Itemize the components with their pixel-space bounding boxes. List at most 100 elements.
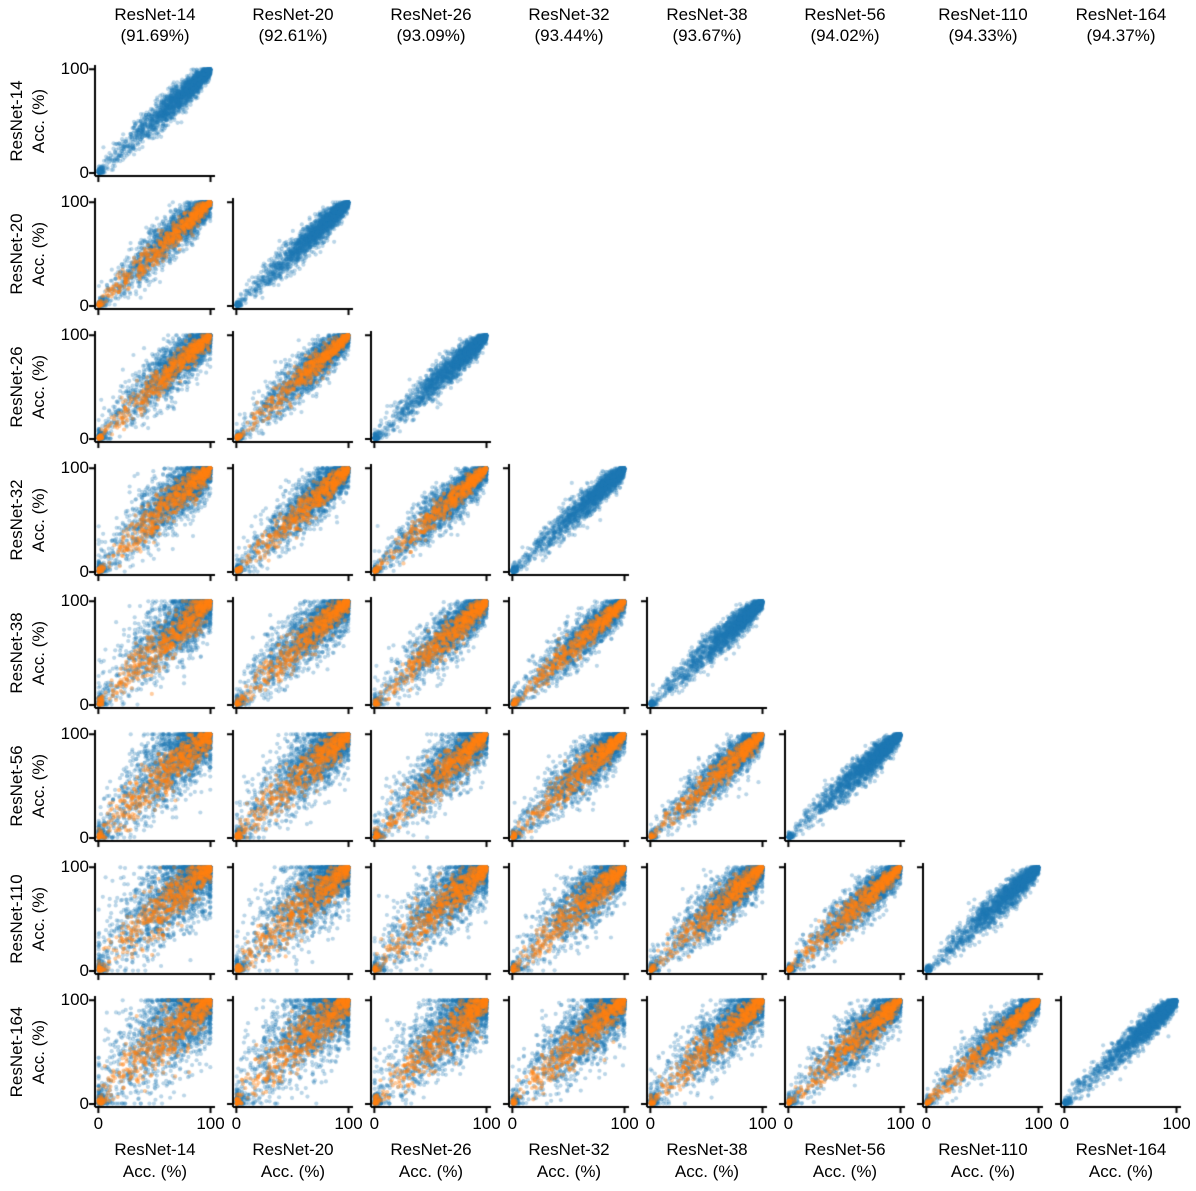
scatter-panel-resnet-14-vs-resnet-14 [85,59,229,186]
y-tick-label-100: 100 [60,325,89,345]
column-header: ResNet-164 (94.37%) [1046,4,1196,46]
x-tick-label-100: 100 [1024,1114,1053,1133]
scatter-panel-resnet-110-vs-resnet-110 [913,857,1057,984]
scatter-panel-resnet-20-vs-resnet-14 [85,192,229,319]
x-tick-label-100: 100 [886,1114,915,1133]
y-tick-label-0: 0 [79,960,89,980]
y-tick-label-0: 0 [79,827,89,847]
scatter-panel-resnet-26-vs-resnet-26 [361,325,505,452]
scatter-panel-resnet-164-vs-resnet-26 [361,990,505,1117]
column-header: ResNet-26 (93.09%) [356,4,506,46]
y-tick-label-0: 0 [79,561,89,581]
column-header-name: ResNet-14 [114,5,196,24]
x-axis-title-unit: Acc. (%) [536,1162,602,1181]
column-header-name: ResNet-20 [252,5,334,24]
x-tick-label-0: 0 [369,1114,380,1133]
y-tick-label-100: 100 [60,591,89,611]
x-axis-title-name: ResNet-56 [804,1140,886,1159]
x-tick-label-100: 100 [196,1114,225,1133]
scatter-panel-resnet-56-vs-resnet-20 [223,724,367,851]
column-header-accuracy: (92.61%) [258,26,328,45]
column-header-accuracy: (93.09%) [396,26,466,45]
x-axis-title: ResNet-20 Acc. (%) [218,1139,368,1183]
x-axis-title: ResNet-110 Acc. (%) [908,1139,1058,1183]
scatter-panel-resnet-38-vs-resnet-14 [85,591,229,718]
y-tick-label-0: 0 [79,162,89,182]
x-axis-title-name: ResNet-14 [114,1140,196,1159]
x-axis-title-name: ResNet-20 [252,1140,334,1159]
x-axis-title: ResNet-56 Acc. (%) [770,1139,920,1183]
x-axis-title-unit: Acc. (%) [674,1162,740,1181]
x-tick-label-100: 100 [610,1114,639,1133]
scatter-panel-resnet-110-vs-resnet-56 [775,857,919,984]
scatter-panel-resnet-56-vs-resnet-56 [775,724,919,851]
scatter-panel-resnet-110-vs-resnet-38 [637,857,781,984]
y-tick-label-100: 100 [60,857,89,877]
column-header: ResNet-38 (93.67%) [632,4,782,46]
column-header: ResNet-56 (94.02%) [770,4,920,46]
y-tick-label-0: 0 [79,1093,89,1113]
column-header-accuracy: (94.02%) [810,26,880,45]
x-tick-label-100: 100 [334,1114,363,1133]
x-axis-title: ResNet-26 Acc. (%) [356,1139,506,1183]
column-header: ResNet-110 (94.33%) [908,4,1058,46]
y-tick-label-100: 100 [60,192,89,212]
y-tick-label-100: 100 [60,458,89,478]
x-axis-title: ResNet-32 Acc. (%) [494,1139,644,1183]
x-axis-title-name: ResNet-26 [390,1140,472,1159]
scatter-panel-resnet-38-vs-resnet-26 [361,591,505,718]
row-label: ResNet-164 Acc. (%) [6,952,52,1152]
x-tick-label-0: 0 [507,1114,518,1133]
y-tick-label-100: 100 [60,724,89,744]
row-label-name: ResNet-164 [7,1006,26,1097]
scatter-panel-resnet-164-vs-resnet-164 [1051,990,1195,1117]
column-header-accuracy: (91.69%) [120,26,190,45]
scatter-panel-resnet-164-vs-resnet-38 [637,990,781,1117]
column-header-name: ResNet-32 [528,5,610,24]
x-axis-title-name: ResNet-38 [666,1140,748,1159]
column-header-accuracy: (94.37%) [1086,26,1156,45]
scatter-panel-resnet-32-vs-resnet-26 [361,458,505,585]
scatter-panel-resnet-20-vs-resnet-20 [223,192,367,319]
y-tick-label-100: 100 [60,990,89,1010]
x-tick-label-100: 100 [1162,1114,1191,1133]
scatter-panel-resnet-38-vs-resnet-38 [637,591,781,718]
x-axis-title-unit: Acc. (%) [950,1162,1016,1181]
x-axis-title-unit: Acc. (%) [812,1162,878,1181]
scatter-panel-resnet-110-vs-resnet-26 [361,857,505,984]
scatter-panel-resnet-164-vs-resnet-14 [85,990,229,1117]
x-axis-title-name: ResNet-110 [938,1140,1028,1159]
scatter-panel-resnet-38-vs-resnet-20 [223,591,367,718]
scatter-panel-resnet-110-vs-resnet-32 [499,857,643,984]
x-tick-label-100: 100 [748,1114,777,1133]
x-tick-label-0: 0 [783,1114,794,1133]
x-axis-title: ResNet-38 Acc. (%) [632,1139,782,1183]
column-header-name: ResNet-164 [1075,5,1167,24]
column-header-name: ResNet-38 [666,5,748,24]
y-tick-label-100: 100 [60,59,89,79]
x-tick-label-0: 0 [1059,1114,1070,1133]
y-tick-label-0: 0 [79,295,89,315]
scatter-panel-resnet-164-vs-resnet-110 [913,990,1057,1117]
x-axis-title: ResNet-164 Acc. (%) [1046,1139,1196,1183]
column-header: ResNet-14 (91.69%) [80,4,230,46]
scatter-panel-resnet-110-vs-resnet-20 [223,857,367,984]
x-axis-title-unit: Acc. (%) [398,1162,464,1181]
row-label-unit: Acc. (%) [29,1019,48,1084]
y-tick-label-0: 0 [79,694,89,714]
scatter-panel-resnet-32-vs-resnet-20 [223,458,367,585]
column-header-name: ResNet-56 [804,5,886,24]
x-axis-title: ResNet-14 Acc. (%) [80,1139,230,1183]
column-header-accuracy: (94.33%) [948,26,1018,45]
scatter-panel-resnet-26-vs-resnet-20 [223,325,367,452]
scatter-panel-resnet-110-vs-resnet-14 [85,857,229,984]
x-axis-title-unit: Acc. (%) [1088,1162,1154,1181]
x-axis-title-name: ResNet-32 [528,1140,610,1159]
column-header: ResNet-20 (92.61%) [218,4,368,46]
x-axis-title-unit: Acc. (%) [122,1162,188,1181]
scatter-panel-resnet-56-vs-resnet-38 [637,724,781,851]
x-tick-label-100: 100 [472,1114,501,1133]
x-tick-label-0: 0 [231,1114,242,1133]
scatter-panel-resnet-56-vs-resnet-32 [499,724,643,851]
x-tick-label-0: 0 [93,1114,104,1133]
